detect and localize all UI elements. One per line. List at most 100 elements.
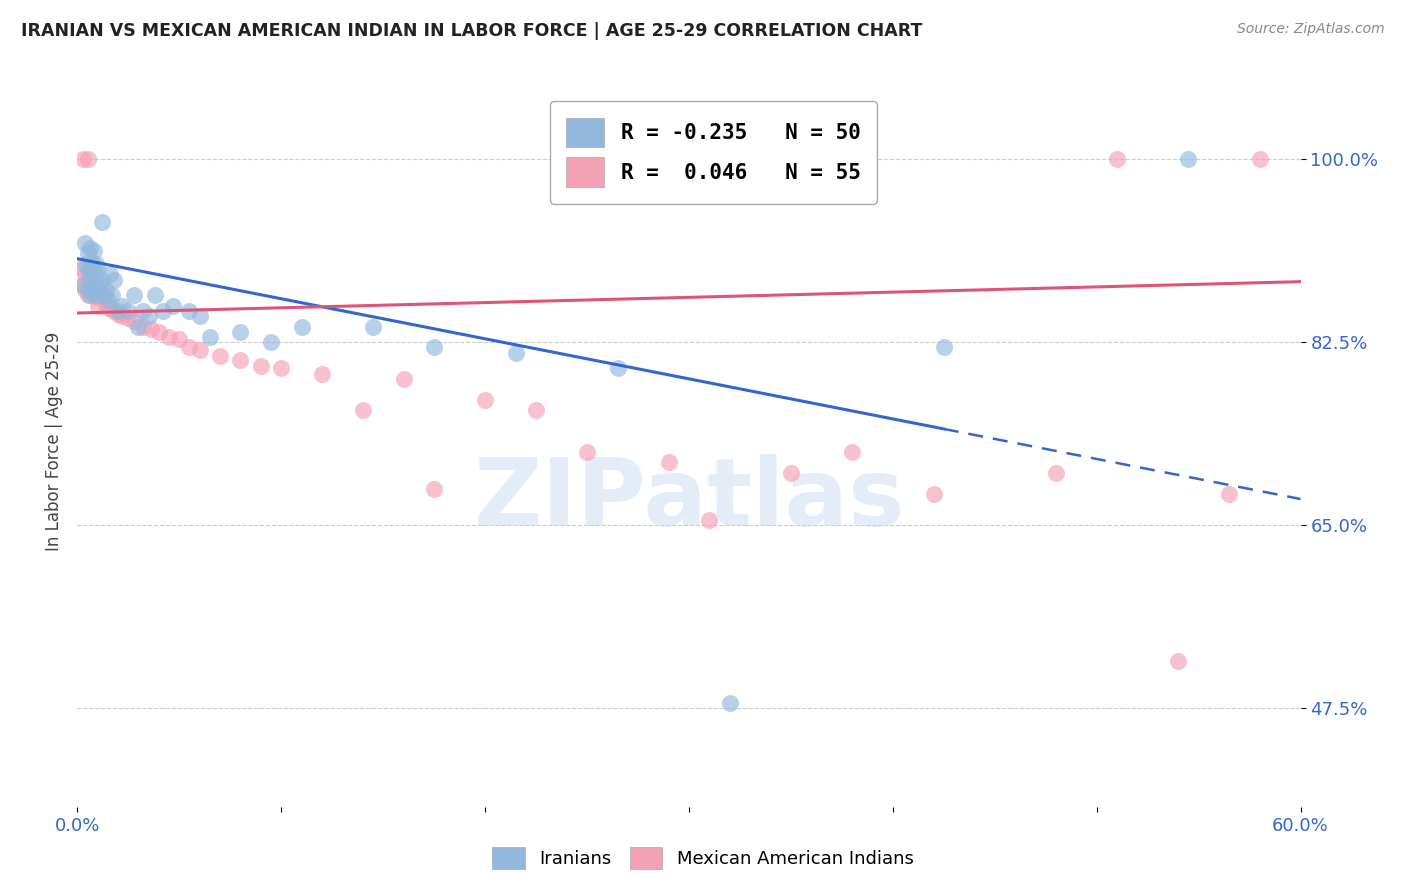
Point — [72, 277, 94, 292]
Y-axis label: In Labor Force | Age 25-29: In Labor Force | Age 25-29 — [45, 332, 63, 551]
Point — [89, 286, 111, 301]
Point — [79, 288, 101, 302]
Point — [524, 403, 547, 417]
Point — [779, 466, 801, 480]
Point — [79, 262, 101, 277]
Point — [76, 288, 98, 302]
Point — [97, 301, 120, 315]
Point — [107, 307, 129, 321]
Point — [290, 319, 312, 334]
Point — [87, 280, 110, 294]
Point — [1045, 466, 1067, 480]
Legend: Iranians, Mexican American Indians: Iranians, Mexican American Indians — [484, 838, 922, 879]
Point — [157, 330, 180, 344]
Point — [79, 275, 101, 289]
Point — [90, 272, 112, 286]
Point — [260, 335, 283, 350]
Point — [127, 319, 149, 334]
Point — [179, 341, 201, 355]
Point — [932, 341, 955, 355]
Text: IRANIAN VS MEXICAN AMERICAN INDIAN IN LABOR FORCE | AGE 25-29 CORRELATION CHART: IRANIAN VS MEXICAN AMERICAN INDIAN IN LA… — [21, 22, 922, 40]
Point — [138, 309, 160, 323]
Point — [80, 283, 103, 297]
Point — [1167, 654, 1189, 668]
Point — [103, 304, 125, 318]
Point — [111, 309, 134, 323]
Point — [101, 288, 124, 302]
Point — [270, 361, 292, 376]
Point — [98, 268, 121, 282]
Point — [97, 293, 120, 308]
Point — [152, 304, 174, 318]
Point — [76, 262, 98, 277]
Point — [474, 392, 496, 407]
Point — [90, 288, 112, 302]
Point — [188, 309, 211, 323]
Point — [658, 455, 681, 469]
Point — [208, 349, 231, 363]
Point — [423, 341, 446, 355]
Point — [80, 269, 103, 284]
Point — [89, 277, 111, 292]
Point — [72, 277, 94, 292]
Point — [606, 361, 628, 376]
Point — [76, 283, 98, 297]
Point — [98, 301, 121, 315]
Point — [93, 288, 115, 302]
Point — [72, 262, 94, 277]
Point — [117, 304, 139, 318]
Point — [699, 513, 721, 527]
Point — [124, 288, 146, 302]
Point — [361, 319, 384, 334]
Point — [103, 272, 125, 286]
Point — [124, 314, 146, 328]
Point — [111, 299, 134, 313]
Point — [94, 283, 117, 297]
Point — [117, 311, 139, 326]
Point — [143, 288, 166, 302]
Point — [162, 299, 184, 313]
Point — [1107, 153, 1129, 167]
Point — [423, 482, 446, 496]
Point — [84, 275, 107, 289]
Point — [83, 288, 105, 302]
Point — [75, 268, 97, 282]
Point — [169, 332, 191, 346]
Point — [922, 487, 945, 501]
Point — [392, 372, 415, 386]
Point — [79, 241, 101, 255]
Point — [198, 330, 221, 344]
Point — [83, 277, 105, 292]
Point — [76, 153, 98, 167]
Point — [352, 403, 374, 417]
Point — [139, 321, 162, 335]
Point — [1218, 487, 1240, 501]
Point — [75, 235, 97, 250]
Point — [83, 264, 105, 278]
Point — [87, 299, 110, 313]
Point — [83, 244, 105, 259]
Point — [80, 280, 103, 294]
Point — [94, 296, 117, 310]
Point — [72, 153, 94, 167]
Point — [87, 262, 110, 277]
Text: Source: ZipAtlas.com: Source: ZipAtlas.com — [1237, 22, 1385, 37]
Point — [841, 445, 863, 459]
Point — [1249, 153, 1271, 167]
Point — [229, 353, 252, 368]
Point — [148, 325, 170, 339]
Point — [75, 283, 97, 297]
Point — [75, 257, 97, 271]
Point — [76, 246, 98, 260]
Point — [718, 696, 741, 710]
Point — [250, 359, 273, 374]
Point — [188, 343, 211, 357]
Point — [83, 283, 105, 297]
Point — [93, 293, 115, 307]
Point — [107, 304, 129, 318]
Point — [90, 215, 112, 229]
Legend: R = -0.235   N = 50, R =  0.046   N = 55: R = -0.235 N = 50, R = 0.046 N = 55 — [550, 101, 877, 203]
Point — [79, 268, 101, 282]
Point — [131, 319, 153, 334]
Text: ZIPatlas: ZIPatlas — [474, 454, 904, 546]
